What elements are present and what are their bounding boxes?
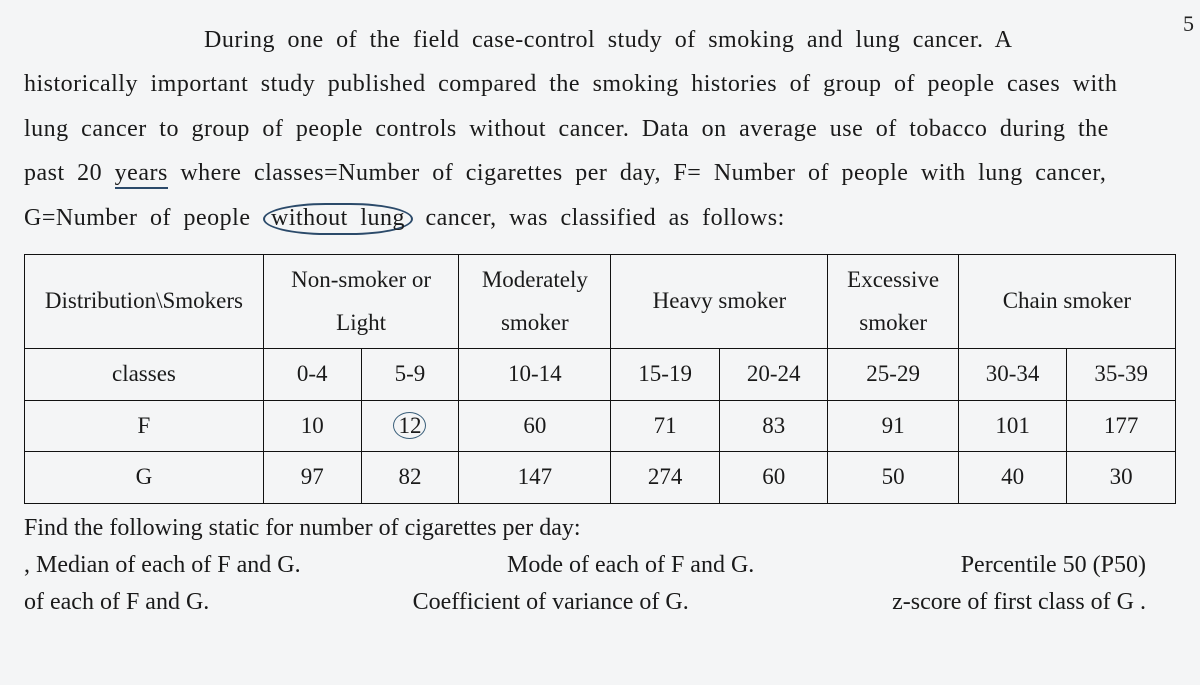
cell-f4: 71 [611, 400, 720, 452]
cell-c4: 15-19 [611, 349, 720, 401]
data-table: Distribution\Smokers Non-smoker or Light… [24, 254, 1176, 504]
cell-g-label: G [25, 452, 264, 504]
cell-g8: 30 [1067, 452, 1176, 504]
header-distribution: Distribution\Smokers [25, 254, 264, 348]
underline-years: years [115, 160, 168, 189]
q-zscore: z-score of first class of G . [892, 584, 1146, 621]
cell-f7: 101 [958, 400, 1067, 452]
cell-f3: 60 [459, 400, 611, 452]
cell-g3: 147 [459, 452, 611, 504]
cell-g7: 40 [958, 452, 1067, 504]
cell-g2: 82 [361, 452, 459, 504]
line-2: historically important study published c… [24, 71, 1117, 97]
cell-g6: 50 [828, 452, 958, 504]
table-row-g: G 97 82 147 274 60 50 40 30 [25, 452, 1176, 504]
cell-c3: 10-14 [459, 349, 611, 401]
cell-c2: 5-9 [361, 349, 459, 401]
corner-mark: 5 [1183, 4, 1194, 45]
header-chain: Chain smoker [958, 254, 1175, 348]
q-percentile: Percentile 50 (P50) [961, 547, 1146, 584]
line-4a: past 20 [24, 160, 115, 186]
cell-f6: 91 [828, 400, 958, 452]
table-row-f: F 10 12 60 71 83 91 101 177 [25, 400, 1176, 452]
find-line: Find the following static for number of … [24, 510, 1176, 547]
line-5b: cancer, was classified as follows: [413, 205, 785, 231]
q-median: , Median of each of F and G. [24, 547, 301, 584]
cell-f1: 10 [263, 400, 361, 452]
cell-c6: 25-29 [828, 349, 958, 401]
cell-f8: 177 [1067, 400, 1176, 452]
table-row-classes: classes 0-4 5-9 10-14 15-19 20-24 25-29 … [25, 349, 1176, 401]
q-cov: Coefficient of variance of G. [413, 584, 689, 621]
cell-c1: 0-4 [263, 349, 361, 401]
cell-g1: 97 [263, 452, 361, 504]
table-header-row: Distribution\Smokers Non-smoker or Light… [25, 254, 1176, 348]
header-excessive: Excessive smoker [828, 254, 958, 348]
circled-12: 12 [393, 412, 426, 439]
cell-f-label: F [25, 400, 264, 452]
header-moderate: Moderately smoker [459, 254, 611, 348]
cell-c8: 35-39 [1067, 349, 1176, 401]
cell-c5: 20-24 [719, 349, 828, 401]
line-3: lung cancer to group of people controls … [24, 116, 1109, 142]
cell-f2: 12 [361, 400, 459, 452]
questions-block: Find the following static for number of … [24, 510, 1176, 622]
line-5a: G=Number of people [24, 205, 263, 231]
cell-c7: 30-34 [958, 349, 1067, 401]
header-heavy: Heavy smoker [611, 254, 828, 348]
cell-g4: 274 [611, 452, 720, 504]
header-nonsmoker: Non-smoker or Light [263, 254, 458, 348]
cell-classes-label: classes [25, 349, 264, 401]
q-mode: Mode of each of F and G. [507, 547, 754, 584]
line-1: During one of the field case-control stu… [24, 18, 1176, 62]
q-ofeach: of each of F and G. [24, 584, 209, 621]
cell-g5: 60 [719, 452, 828, 504]
paragraph: During one of the field case-control stu… [24, 18, 1176, 240]
line-4b: where classes=Number of cigarettes per d… [168, 160, 1107, 186]
cell-f5: 83 [719, 400, 828, 452]
circled-without-lung: without lung [263, 203, 413, 235]
